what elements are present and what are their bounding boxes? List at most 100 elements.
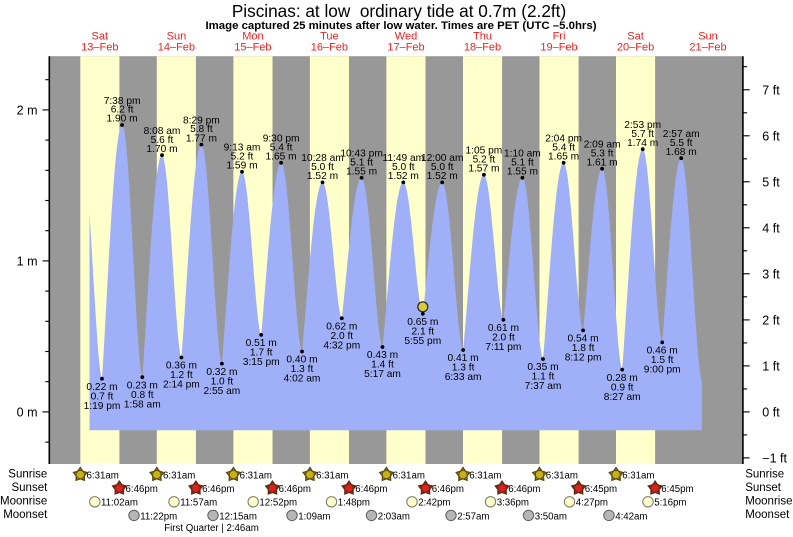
svg-text:2:57 am: 2:57 am <box>663 129 700 140</box>
svg-text:0 m: 0 m <box>17 405 38 419</box>
svg-text:6:31am: 6:31am <box>546 471 578 482</box>
svg-text:Sat: Sat <box>627 31 644 43</box>
svg-text:1.90 m: 1.90 m <box>107 114 138 125</box>
svg-text:Sat: Sat <box>92 31 109 43</box>
svg-text:5.2 ft: 5.2 ft <box>231 151 254 162</box>
svg-text:1:09am: 1:09am <box>298 511 330 522</box>
svg-text:1.2 ft: 1.2 ft <box>170 370 193 381</box>
svg-text:5.2 ft: 5.2 ft <box>473 154 496 165</box>
svg-text:2:55 am: 2:55 am <box>203 386 240 397</box>
svg-text:12:52pm: 12:52pm <box>259 498 297 509</box>
svg-text:0.62 m: 0.62 m <box>326 322 357 333</box>
svg-text:2 ft: 2 ft <box>762 313 780 327</box>
svg-text:5.1 ft: 5.1 ft <box>511 157 534 168</box>
svg-text:18–Feb: 18–Feb <box>464 42 501 54</box>
svg-text:11:02am: 11:02am <box>101 498 138 509</box>
svg-text:Sunset: Sunset <box>745 482 782 494</box>
svg-text:10:28 am: 10:28 am <box>301 153 343 164</box>
svg-text:2:57am: 2:57am <box>457 511 489 522</box>
svg-text:0.41 m: 0.41 m <box>448 353 479 364</box>
svg-text:Sun: Sun <box>698 31 718 43</box>
svg-text:6:31am: 6:31am <box>622 471 654 482</box>
svg-text:0.32 m: 0.32 m <box>206 367 237 378</box>
svg-text:13–Feb: 13–Feb <box>81 42 118 54</box>
svg-text:4 ft: 4 ft <box>762 221 780 235</box>
svg-text:6:46pm: 6:46pm <box>126 484 158 495</box>
svg-text:6:31am: 6:31am <box>316 471 348 482</box>
svg-text:1:05 pm: 1:05 pm <box>465 146 502 157</box>
svg-text:7:11 pm: 7:11 pm <box>485 342 521 353</box>
svg-text:Sunrise: Sunrise <box>8 468 47 480</box>
svg-text:6:31am: 6:31am <box>469 471 501 482</box>
svg-text:4:42am: 4:42am <box>615 511 647 522</box>
svg-text:3:36pm: 3:36pm <box>497 498 529 509</box>
svg-text:1.5 ft: 1.5 ft <box>651 355 674 366</box>
svg-text:1.55 m: 1.55 m <box>346 167 377 178</box>
svg-text:0.8 ft: 0.8 ft <box>131 390 154 401</box>
svg-text:8:08 am: 8:08 am <box>144 126 181 137</box>
svg-text:Mon: Mon <box>242 31 263 43</box>
svg-text:9:00 pm: 9:00 pm <box>644 365 681 376</box>
svg-text:5:55 pm: 5:55 pm <box>404 336 441 347</box>
svg-text:14–Feb: 14–Feb <box>158 42 195 54</box>
svg-text:5.0 ft: 5.0 ft <box>311 162 334 173</box>
svg-text:6:46pm: 6:46pm <box>202 484 234 495</box>
svg-text:1.7 ft: 1.7 ft <box>250 348 273 359</box>
svg-text:5.1 ft: 5.1 ft <box>350 157 373 168</box>
svg-text:12:15am: 12:15am <box>219 511 257 522</box>
svg-text:0.46 m: 0.46 m <box>647 346 678 357</box>
svg-text:2:03am: 2:03am <box>378 511 410 522</box>
svg-text:Tue: Tue <box>320 31 339 43</box>
svg-text:2:14 pm: 2:14 pm <box>163 380 200 391</box>
svg-text:17–Feb: 17–Feb <box>387 42 424 54</box>
svg-text:1:58 am: 1:58 am <box>124 399 161 410</box>
svg-text:11:22pm: 11:22pm <box>140 511 177 522</box>
svg-text:Image captured 25 minutes afte: Image captured 25 minutes after low wate… <box>205 20 596 32</box>
svg-text:5.7 ft: 5.7 ft <box>631 129 654 140</box>
svg-text:0 ft: 0 ft <box>762 405 780 419</box>
svg-text:7:38 pm: 7:38 pm <box>104 96 141 107</box>
svg-text:1.61 m: 1.61 m <box>587 158 618 169</box>
svg-text:0.36 m: 0.36 m <box>166 361 197 372</box>
svg-text:1.77 m: 1.77 m <box>186 133 217 144</box>
svg-text:Moonrise: Moonrise <box>745 496 792 508</box>
svg-text:6:45pm: 6:45pm <box>585 484 617 495</box>
svg-text:1.52 m: 1.52 m <box>307 171 338 182</box>
svg-text:6 ft: 6 ft <box>762 129 780 143</box>
svg-text:6:46pm: 6:46pm <box>432 484 464 495</box>
svg-text:2:04 pm: 2:04 pm <box>545 134 582 145</box>
svg-text:1 m: 1 m <box>17 254 38 268</box>
svg-text:Fri: Fri <box>553 31 566 43</box>
svg-text:5:17 am: 5:17 am <box>364 369 401 380</box>
svg-text:9:13 am: 9:13 am <box>224 143 261 154</box>
svg-text:0.43 m: 0.43 m <box>367 350 398 361</box>
svg-text:1 ft: 1 ft <box>762 359 780 373</box>
svg-text:19–Feb: 19–Feb <box>540 42 577 54</box>
svg-text:Moonset: Moonset <box>3 509 48 521</box>
svg-text:20–Feb: 20–Feb <box>617 42 654 54</box>
svg-text:1.57 m: 1.57 m <box>468 164 499 175</box>
svg-text:0.65 m: 0.65 m <box>407 317 438 328</box>
svg-text:5.4 ft: 5.4 ft <box>552 142 575 153</box>
svg-text:6:46pm: 6:46pm <box>279 484 311 495</box>
svg-text:2.0 ft: 2.0 ft <box>492 333 515 344</box>
svg-text:1.55 m: 1.55 m <box>507 167 538 178</box>
svg-text:6:46pm: 6:46pm <box>355 484 387 495</box>
svg-text:0.61 m: 0.61 m <box>488 323 519 334</box>
svg-text:1.1 ft: 1.1 ft <box>532 372 555 383</box>
svg-text:Sunrise: Sunrise <box>745 468 784 480</box>
svg-text:2:53 pm: 2:53 pm <box>624 120 661 131</box>
svg-text:21–Feb: 21–Feb <box>689 42 726 54</box>
svg-text:6:33 am: 6:33 am <box>445 372 482 383</box>
svg-text:6:31am: 6:31am <box>163 471 195 482</box>
svg-text:5.3 ft: 5.3 ft <box>591 148 614 159</box>
svg-text:2 m: 2 m <box>17 103 38 117</box>
svg-text:10:43 pm: 10:43 pm <box>340 149 382 160</box>
svg-text:1:19 pm: 1:19 pm <box>84 401 121 412</box>
svg-text:7:37 am: 7:37 am <box>525 381 562 392</box>
svg-text:3:15 pm: 3:15 pm <box>243 357 280 368</box>
svg-text:1.74 m: 1.74 m <box>627 138 658 149</box>
svg-text:5.4 ft: 5.4 ft <box>270 142 293 153</box>
svg-text:0.51 m: 0.51 m <box>246 338 277 349</box>
svg-text:6:46pm: 6:46pm <box>508 484 540 495</box>
